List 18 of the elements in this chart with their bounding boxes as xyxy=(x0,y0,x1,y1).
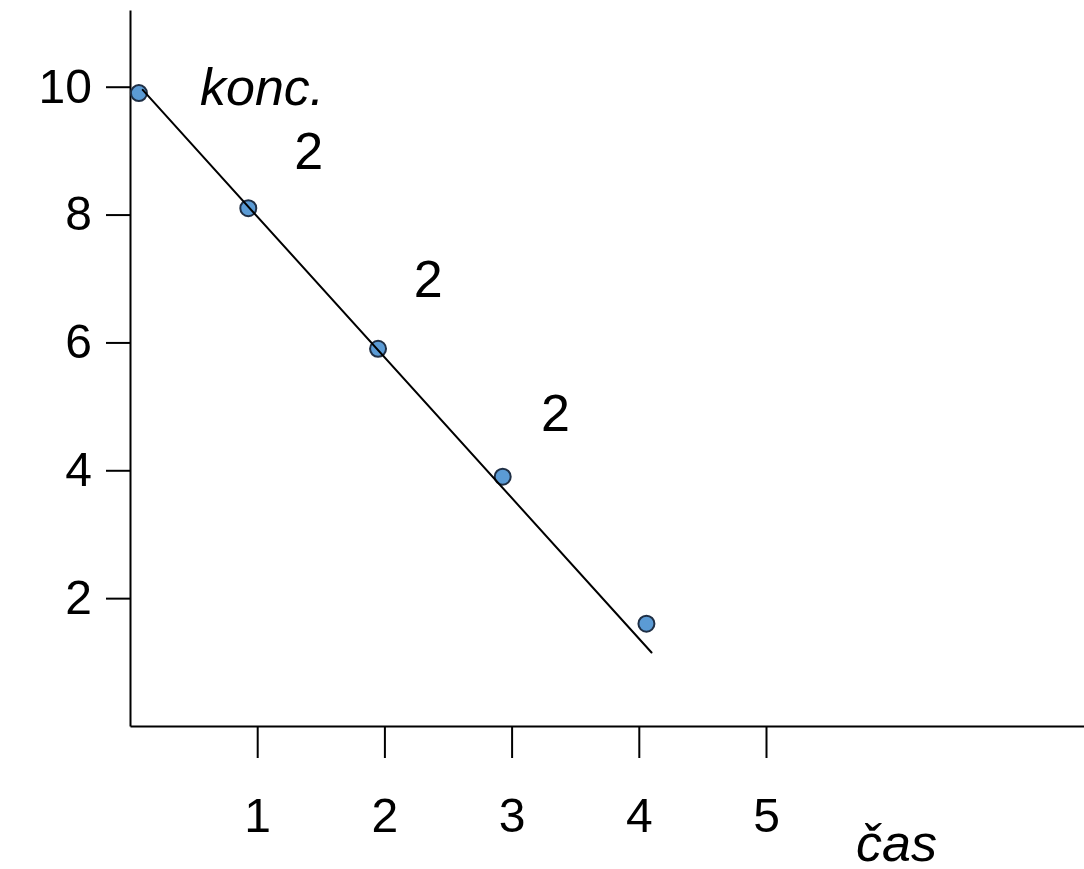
annotation: 2 xyxy=(540,383,570,442)
point xyxy=(637,614,656,633)
x-tick-label: 2 xyxy=(371,789,399,843)
annotation: 2 xyxy=(413,249,443,308)
y-axis-title: konc. xyxy=(200,57,325,116)
x-tick-label: 5 xyxy=(753,789,780,843)
annotation: 2 xyxy=(294,121,324,180)
x-tick-label: 1 xyxy=(244,789,272,843)
x-tick-label: 3 xyxy=(498,789,526,843)
point xyxy=(129,84,148,103)
y-tick-label: 6 xyxy=(65,315,92,369)
y-tick-label: 4 xyxy=(65,443,92,497)
y-tick-label: 10 xyxy=(38,59,92,113)
point xyxy=(493,467,512,486)
y-tick-label: 8 xyxy=(65,187,92,241)
y-tick-label: 2 xyxy=(65,571,92,624)
x-tick-label: 4 xyxy=(625,789,653,843)
x-axis-title: čas xyxy=(856,814,937,869)
